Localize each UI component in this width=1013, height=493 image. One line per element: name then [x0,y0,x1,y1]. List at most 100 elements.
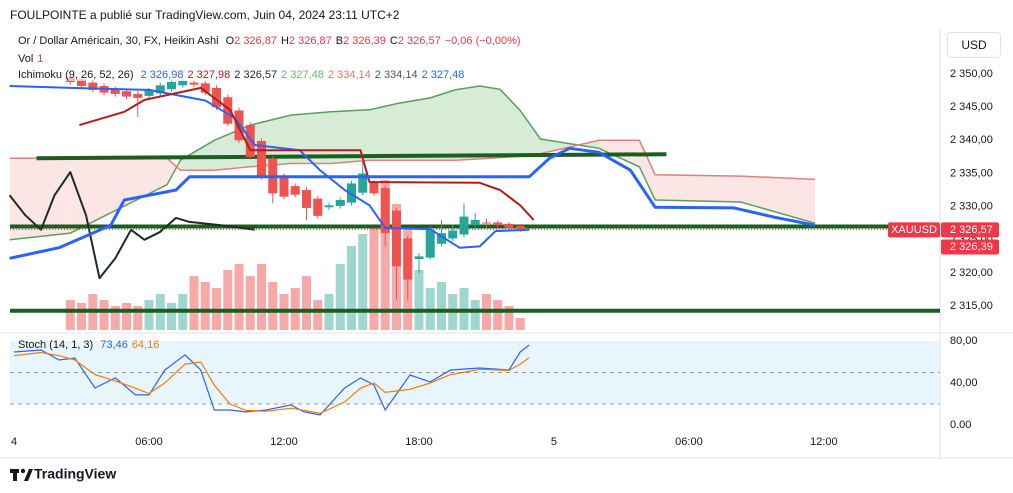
cloud-fill [655,174,741,202]
price-badge-label: 2 326,39 [950,241,993,253]
ohlc-key: B [335,35,344,47]
candle-body [212,87,222,108]
indicator-line [9,85,530,249]
y-tick-label: 2 320,00 [950,267,993,279]
ichimoku-readout: 2 334,14 [327,69,371,81]
x-tick-label: 06:00 [135,436,163,448]
volume-bar [99,300,109,330]
x-tick-label: 06:00 [675,436,703,448]
y-tick-label: 2 340,00 [950,134,993,146]
y-tick-label: 2 335,00 [950,167,993,179]
x-tick-label: 5 [551,436,557,448]
candle-body [200,83,210,93]
candle-body [380,188,390,234]
y-tick-label: 0.00 [950,419,971,431]
volume-value: 1 [37,53,44,65]
ichimoku-readout: 2 327,48 [421,69,465,81]
candle-body [504,223,514,228]
volume-bar [504,306,514,330]
volume-bar [268,282,278,330]
ohlc-value: 2 326,87 [288,35,332,47]
stoch-line [13,344,530,416]
candle-body [436,233,446,244]
symbol-badge-label: XAUUSD [891,224,937,236]
candle-body [403,238,413,280]
y-tick-label: 2 315,00 [950,300,993,312]
cloud-fill [455,86,480,161]
volume-bar [65,300,75,330]
symbol-legend: Or / Dollar Américain, 30, FX, Heikin As… [18,35,525,47]
candle-body [425,229,435,258]
cloud-fill [520,110,541,157]
volume-label: Vol [18,53,34,65]
y-tick-label: 80,00 [950,335,978,347]
volume-bar [493,300,503,330]
candle-body [313,198,323,216]
volume-bar [245,276,255,330]
candle-body [133,93,143,98]
symbol: Or / Dollar Américain, 30, FX, Heikin As… [18,35,219,47]
x-tick-label: 12:00 [270,436,298,448]
candle-body [257,140,267,177]
candle-body [335,199,345,206]
stoch-line [13,351,530,415]
stoch-title: Stoch (14, 1, 3) [18,339,94,351]
volume-bar [133,306,143,330]
ichimoku-label: Ichimoku (9, 26, 52, 26) [18,69,134,81]
ichimoku-readout: 2 327,98 [187,69,231,81]
volume-legend: Vol 1 [18,53,47,65]
ichimoku-legend: Ichimoku (9, 26, 52, 26) 2 326,98 2 327,9… [18,69,469,81]
change: −0,06 (−0,00%) [444,35,521,47]
candle-body [481,222,491,224]
indicator-line [79,86,535,221]
stoch-legend: Stoch (14, 1, 3) 73,46 64,16 [18,339,163,351]
ichimoku-readout: 2 326,98 [140,69,184,81]
main-pane [8,74,940,330]
volume-bar [77,303,87,330]
candle-body [122,91,132,97]
ichimoku-readout: 2 327,48 [281,69,324,81]
volume-bar [346,246,356,330]
indicator-line [8,171,255,280]
indicator-line [9,146,816,260]
y-tick-label: 2 350,00 [950,68,993,80]
cloud-fill [479,86,500,159]
cloud-fill [369,103,399,161]
candle-body [223,97,233,124]
y-tick-label: 2 345,00 [950,101,993,113]
stoch-readout: 73,46 [100,339,128,351]
price-badge [941,222,999,238]
ohlc-key: H [280,35,289,47]
cloud-fill [398,97,431,161]
price-badge [941,239,999,255]
x-tick-label: 18:00 [405,436,433,448]
currency-button[interactable]: USD [947,32,1001,58]
volume-bar [144,300,154,330]
candle-body [414,256,424,259]
cloud-fill [500,89,521,158]
cloud-fill [740,176,815,224]
candle-body [369,182,379,194]
trendline [36,152,667,161]
ichimoku-readout: 2 326,57 [234,69,278,81]
candle-body [290,186,300,195]
candle-body [470,219,480,226]
symbol-badge [888,222,940,238]
candle-body [279,176,289,197]
ohlc-key: C [389,35,398,47]
publisher: FOULPOINTE a publié sur TradingView.com,… [10,8,400,22]
stoch-readout: 64,16 [131,339,160,351]
x-tick-label: 12:00 [810,436,838,448]
candle-body [110,89,120,94]
volume-bar [436,282,446,330]
volume-bar [414,270,424,330]
price-badge-label: 2 326,57 [950,224,993,236]
ohlc-key: O [225,35,235,47]
brand: TradingView [34,466,116,482]
candle-body [459,216,469,235]
volume-bar [369,225,379,330]
ohlc-value: 2 326,57 [397,35,441,47]
candle-body [245,125,255,157]
